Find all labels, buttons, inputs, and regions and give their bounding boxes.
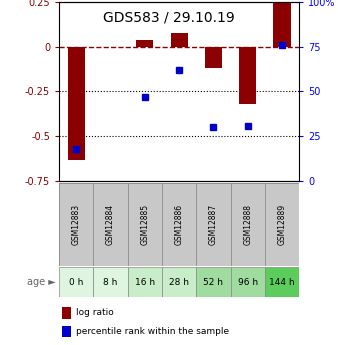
Text: log ratio: log ratio <box>76 308 114 317</box>
Bar <box>162 267 196 297</box>
Bar <box>171 33 188 47</box>
Bar <box>136 40 153 47</box>
Text: 16 h: 16 h <box>135 277 155 287</box>
Bar <box>59 267 93 297</box>
Text: 0 h: 0 h <box>69 277 83 287</box>
Text: GSM12884: GSM12884 <box>106 204 115 245</box>
Bar <box>239 47 256 104</box>
Bar <box>59 183 93 266</box>
Text: 28 h: 28 h <box>169 277 189 287</box>
Text: GSM12885: GSM12885 <box>140 204 149 245</box>
Text: age ►: age ► <box>27 277 56 287</box>
Bar <box>93 183 128 266</box>
Bar <box>128 267 162 297</box>
Text: 8 h: 8 h <box>103 277 118 287</box>
Text: 144 h: 144 h <box>269 277 295 287</box>
Bar <box>162 183 196 266</box>
Bar <box>128 183 162 266</box>
Bar <box>205 47 222 68</box>
Bar <box>265 183 299 266</box>
Text: GSM12883: GSM12883 <box>72 204 81 245</box>
Text: 52 h: 52 h <box>203 277 223 287</box>
Bar <box>93 267 128 297</box>
Text: GSM12887: GSM12887 <box>209 204 218 245</box>
Bar <box>59 183 299 266</box>
Text: percentile rank within the sample: percentile rank within the sample <box>76 327 229 336</box>
Bar <box>265 267 299 297</box>
Text: GSM12889: GSM12889 <box>277 204 287 245</box>
Text: GSM12886: GSM12886 <box>175 204 184 245</box>
Bar <box>231 267 265 297</box>
Bar <box>62 326 71 337</box>
Bar <box>196 267 231 297</box>
Bar <box>68 47 85 160</box>
Bar <box>273 3 291 47</box>
Bar <box>231 183 265 266</box>
Bar <box>196 183 231 266</box>
Text: GSM12888: GSM12888 <box>243 204 252 245</box>
Text: GDS583 / 29.10.19: GDS583 / 29.10.19 <box>103 10 235 24</box>
Text: 96 h: 96 h <box>238 277 258 287</box>
Bar <box>62 307 71 319</box>
